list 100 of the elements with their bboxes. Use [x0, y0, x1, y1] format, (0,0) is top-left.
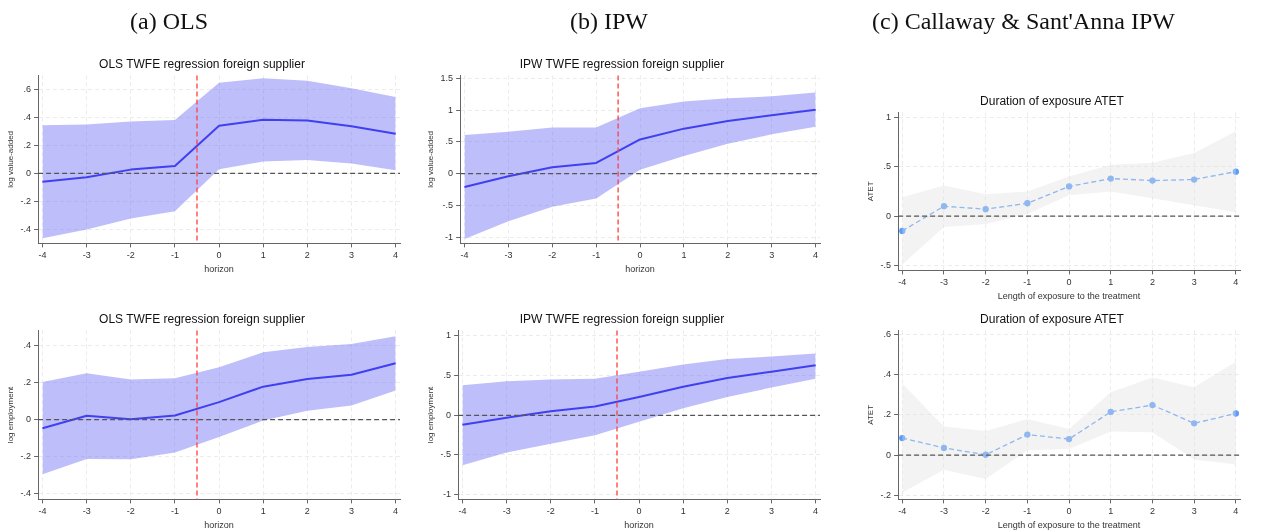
y-tick-label: 1 — [446, 330, 452, 341]
y-tick-label: .2 — [23, 376, 32, 387]
y-tick-label: .5 — [445, 136, 454, 147]
text: (a) OLS — [130, 7, 209, 36]
x-tick-label: 2 — [304, 506, 310, 517]
x-tick-label: -3 — [939, 506, 948, 517]
x-tick-label: 4 — [813, 250, 819, 261]
y-tick-label: -.4 — [20, 223, 32, 234]
y-tick-label: 1.5 — [440, 73, 454, 84]
y-tick-label: 0 — [886, 449, 892, 460]
x-tick-label: 0 — [1066, 506, 1072, 517]
y-tick-label: -.2 — [20, 195, 32, 206]
x-tick-label: 1 — [1108, 277, 1114, 288]
x-tick-label: -1 — [592, 250, 601, 261]
y-tick-label: 0 — [446, 409, 452, 420]
y-tick-label: .2 — [883, 409, 892, 420]
y-axis-title: log value-added — [426, 130, 435, 188]
y-tick-label: .5 — [883, 161, 892, 172]
y-axis-title: ATET — [866, 181, 875, 202]
x-tick-label: 3 — [769, 250, 775, 261]
x-tick-label: -2 — [981, 277, 990, 288]
x-tick-label: 4 — [1233, 277, 1239, 288]
x-axis-title: horizon — [625, 264, 655, 275]
x-tick-label: -4 — [898, 506, 907, 517]
x-tick-label: -3 — [82, 250, 91, 261]
x-tick-label: 3 — [768, 506, 774, 517]
x-tick-label: 1 — [681, 250, 687, 261]
y-tick-label: .4 — [883, 369, 892, 380]
y-tick-label: 1 — [886, 111, 892, 122]
y-tick-label: .6 — [883, 328, 892, 339]
x-tick-label: -4 — [458, 506, 467, 517]
y-tick-label: -.4 — [20, 488, 32, 499]
y-tick-label: -.5 — [440, 449, 452, 460]
y-tick-label: -.5 — [880, 259, 892, 270]
y-tick-label: .6 — [23, 83, 32, 94]
x-axis-title: horizon — [204, 264, 234, 275]
x-tick-label: 3 — [348, 506, 354, 517]
y-tick-label: 1 — [448, 104, 454, 115]
y-tick-label: -.2 — [880, 489, 892, 500]
y-axis-title: log value-added — [6, 130, 15, 188]
x-tick-label: 4 — [1233, 506, 1239, 517]
text: (c) Callaway & Sant'Anna IPW — [872, 7, 1176, 36]
x-tick-label: -1 — [170, 506, 179, 517]
x-axis-title: horizon — [204, 520, 234, 531]
y-tick-label: .2 — [23, 139, 32, 150]
y-tick-label: 0 — [26, 167, 32, 178]
x-tick-label: -3 — [502, 506, 511, 517]
y-tick-label: .4 — [23, 111, 32, 122]
x-tick-label: 4 — [813, 506, 819, 517]
x-tick-label: 1 — [260, 506, 266, 517]
x-tick-label: -3 — [82, 506, 91, 517]
y-axis-title: ATET — [866, 404, 875, 425]
y-tick-label: 0 — [886, 210, 892, 221]
chart-title: OLS TWFE regression foreign supplier — [99, 56, 305, 71]
chart-title: Duration of exposure ATET — [980, 93, 1125, 108]
y-tick-label: .4 — [23, 339, 32, 350]
x-tick-label: 2 — [725, 250, 731, 261]
x-tick-label: -3 — [504, 250, 513, 261]
x-tick-label: 0 — [636, 506, 642, 517]
chart-title: Duration of exposure ATET — [980, 311, 1125, 326]
x-tick-label: 2 — [1149, 506, 1155, 517]
x-tick-label: 0 — [216, 506, 222, 517]
x-axis-title: Length of exposure to the treatment — [997, 291, 1141, 302]
x-tick-label: 1 — [260, 250, 266, 261]
x-tick-label: 2 — [724, 506, 730, 517]
y-tick-label: 0 — [26, 414, 32, 425]
y-tick-label: -1 — [443, 489, 452, 500]
y-tick-label: -1 — [445, 231, 454, 242]
x-tick-label: -2 — [981, 506, 990, 517]
x-tick-label: 2 — [304, 250, 310, 261]
x-tick-label: -2 — [546, 506, 555, 517]
x-tick-label: -2 — [548, 250, 557, 261]
x-tick-label: 3 — [1191, 277, 1197, 288]
y-tick-label: -.5 — [442, 199, 454, 210]
y-axis-title: log employment — [426, 385, 435, 444]
x-tick-label: -3 — [939, 277, 948, 288]
y-tick-label: -.2 — [20, 451, 32, 462]
x-tick-label: 4 — [393, 250, 399, 261]
x-tick-label: 3 — [348, 250, 354, 261]
chart-title: OLS TWFE regression foreign supplier — [99, 311, 305, 326]
x-axis-title: Length of exposure to the treatment — [997, 520, 1141, 531]
x-tick-label: 3 — [1191, 506, 1197, 517]
x-tick-label: -1 — [590, 506, 599, 517]
x-tick-label: 0 — [637, 250, 643, 261]
x-axis-title: horizon — [624, 520, 654, 531]
x-tick-label: 1 — [1108, 506, 1114, 517]
x-tick-label: -1 — [170, 250, 179, 261]
x-tick-label: 4 — [393, 506, 399, 517]
x-tick-label: -4 — [38, 506, 47, 517]
x-tick-label: -4 — [898, 277, 907, 288]
x-tick-label: -2 — [126, 250, 135, 261]
y-tick-label: .5 — [443, 370, 452, 381]
x-tick-label: 1 — [680, 506, 686, 517]
chart-title: IPW TWFE regression foreign supplier — [519, 311, 725, 326]
x-tick-label: -1 — [1023, 277, 1032, 288]
x-tick-label: 2 — [1149, 277, 1155, 288]
x-tick-label: -4 — [460, 250, 469, 261]
x-tick-label: 0 — [1066, 277, 1072, 288]
x-tick-label: -2 — [126, 506, 135, 517]
x-tick-label: -1 — [1023, 506, 1032, 517]
